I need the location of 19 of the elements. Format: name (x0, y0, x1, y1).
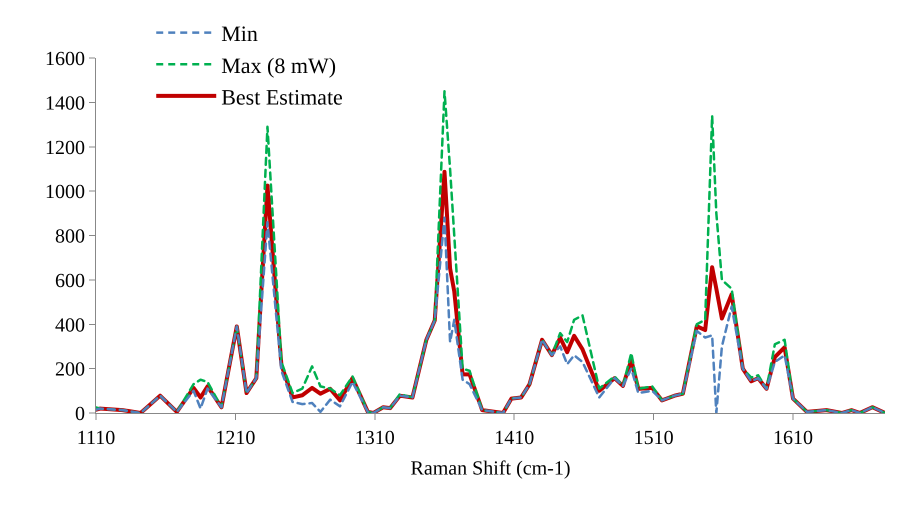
y-tick-label: 1000 (45, 181, 85, 204)
x-axis-title: Raman Shift (cm-1) (410, 458, 570, 480)
x-tick-label: 1110 (76, 427, 116, 449)
x-tick-label: 1510 (634, 427, 674, 449)
y-tick-label: 1400 (45, 92, 85, 114)
y-tick-label: 600 (55, 270, 85, 292)
y-tick-label: 0 (75, 403, 85, 425)
y-tick-label: 1200 (45, 136, 85, 159)
x-tick-label: 1410 (494, 427, 534, 449)
y-tick-label: 800 (55, 226, 85, 248)
y-tick-label: 1600 (45, 48, 85, 70)
x-tick-label: 1210 (215, 427, 256, 449)
y-tick-label: 200 (55, 358, 85, 381)
y-tick-label: 400 (55, 314, 85, 336)
legend-label: Min (221, 21, 258, 46)
x-tick-label: 1610 (773, 427, 813, 449)
legend-label: Best Estimate (221, 84, 343, 110)
x-tick-label: 1310 (354, 427, 395, 449)
legend-label: Max (8 mW) (221, 52, 336, 78)
